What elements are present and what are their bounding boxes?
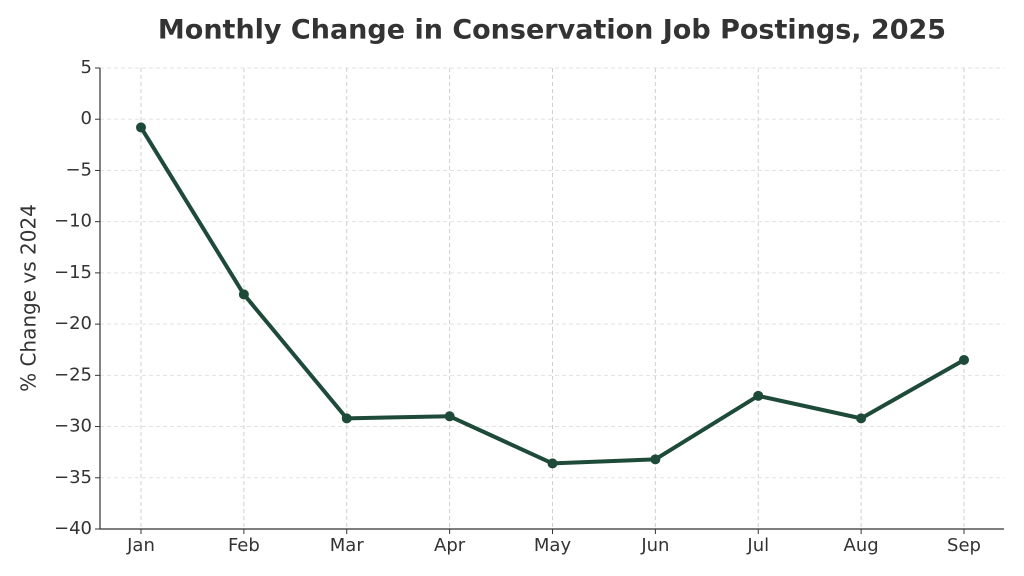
point [547,458,558,469]
y-tick-label: −10 [54,211,92,232]
point [238,289,249,300]
x-tick-label: Jun [640,535,669,556]
y-tick-label: 5 [81,57,92,78]
x-tick-label: Sep [947,535,981,556]
y-tick-label: −35 [54,467,92,488]
chart-title: Monthly Change in Conservation Job Posti… [158,15,946,46]
point [650,454,661,465]
point [136,122,146,133]
x-tick-label: Jan [126,535,155,556]
y-tick-label: −40 [54,518,92,539]
y-axis-label: % Change vs 2024 [17,204,41,392]
y-tick-label: −20 [54,313,92,334]
x-tick-label: Jul [746,535,769,556]
y-tick-label: −15 [54,262,92,283]
x-tick-label: May [534,535,572,556]
y-tick-label: 0 [81,108,92,129]
x-tick-label: Feb [228,535,260,556]
point [856,413,867,424]
y-tick-label: −30 [54,416,92,437]
point [341,413,352,424]
x-tick-label: Apr [434,535,466,556]
y-tick-label: −25 [54,364,92,385]
point [959,354,969,365]
x-tick-label: Aug [844,535,879,556]
point [444,411,455,422]
point [753,390,764,401]
y-tick-label: −5 [65,159,92,180]
x-tick-label: Mar [330,535,365,556]
